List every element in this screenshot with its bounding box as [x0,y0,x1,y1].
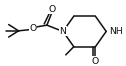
Text: O: O [49,5,56,14]
Text: O: O [92,57,99,66]
Text: O: O [30,24,37,33]
Text: NH: NH [109,27,123,36]
Text: N: N [60,27,66,36]
